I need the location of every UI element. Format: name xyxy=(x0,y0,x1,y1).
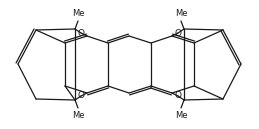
Text: O: O xyxy=(175,91,182,100)
Text: Me: Me xyxy=(175,111,187,120)
Text: Me: Me xyxy=(72,9,84,18)
Text: O: O xyxy=(77,91,84,100)
Text: O: O xyxy=(77,29,84,38)
Text: Me: Me xyxy=(175,9,187,18)
Text: Me: Me xyxy=(72,111,84,120)
Text: O: O xyxy=(175,29,182,38)
